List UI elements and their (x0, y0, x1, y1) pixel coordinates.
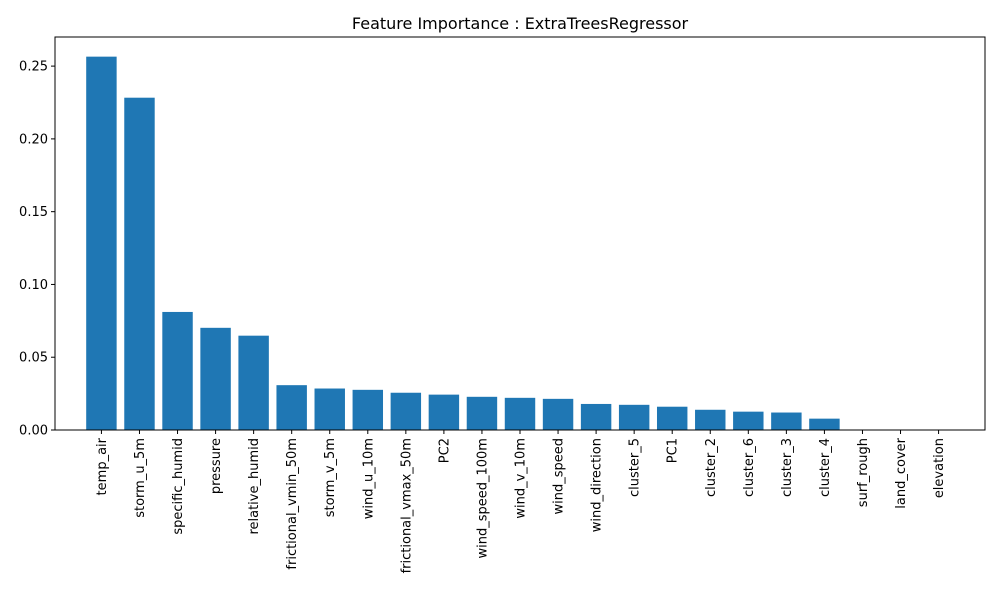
bar-PC2 (428, 394, 460, 430)
chart-title: Feature Importance : ExtraTreesRegressor (352, 14, 689, 33)
bars-layer (86, 56, 840, 431)
x-tick-label: wind_speed (552, 438, 567, 515)
y-tick-label: 0.00 (19, 424, 48, 439)
x-tick-label: relative_humid (247, 438, 262, 535)
y-tick-label: 0.15 (19, 205, 48, 220)
x-tick-label: storm_u_5m (133, 438, 148, 518)
x-tick-label: wind_speed_100m (475, 438, 490, 559)
bar-PC1 (656, 406, 688, 430)
bar-specific_humid (162, 311, 193, 430)
bar-cluster_2 (695, 409, 726, 430)
x-tick-label: wind_direction (590, 438, 605, 532)
x-tick-label: wind_v_10m (514, 438, 529, 519)
bar-storm_v_5m (314, 388, 345, 430)
bar-cluster_3 (771, 412, 802, 430)
bar-wind_speed_100m (466, 396, 498, 430)
x-tick-label: land_cover (894, 437, 909, 508)
x-tick-label: elevation (932, 438, 947, 498)
x-tick-label: cluster_2 (704, 438, 719, 497)
y-tick-label: 0.05 (19, 351, 48, 366)
x-tick-label: temp_air (95, 437, 110, 495)
x-axis: temp_air storm_u_5m specific_humid pressure… (95, 430, 947, 573)
bar-wind_speed (542, 398, 574, 430)
bar-wind_u_10m (352, 389, 384, 430)
x-tick-label: PC1 (666, 438, 681, 463)
bar-pressure (200, 327, 231, 430)
bar-temp_air (86, 56, 117, 431)
x-tick-label: PC2 (437, 438, 452, 463)
plot-frame (54, 36, 986, 431)
y-tick-label: 0.10 (19, 278, 48, 293)
bar-cluster_4 (809, 418, 840, 430)
bar-cluster_6 (733, 411, 764, 430)
bar-wind_v_10m (504, 397, 536, 430)
x-tick-label: cluster_3 (780, 438, 795, 497)
y-axis: 0.00 0.05 0.10 0.15 0.20 0.25 (19, 60, 55, 439)
bar-frictional_vmin_50m (276, 385, 307, 430)
x-tick-label: cluster_5 (628, 438, 643, 497)
bar-storm_u_5m (124, 97, 155, 430)
bar-frictional_vmax_50m (390, 392, 422, 430)
x-tick-label: frictional_vmin_50m (285, 438, 300, 570)
x-tick-label: cluster_6 (742, 438, 757, 497)
x-tick-label: cluster_4 (818, 438, 833, 497)
x-tick-label: frictional_vmax_50m (399, 438, 414, 573)
bar-wind_direction (580, 403, 612, 430)
x-tick-label: wind_u_10m (361, 438, 376, 519)
y-tick-label: 0.20 (19, 132, 48, 147)
bar-cluster_5 (618, 404, 650, 430)
x-tick-label: storm_v_5m (323, 438, 338, 517)
bar-relative_humid (238, 335, 269, 430)
x-tick-label: pressure (209, 438, 224, 494)
y-tick-label: 0.25 (19, 60, 48, 75)
x-tick-label: surf_rough (856, 438, 871, 507)
x-tick-label: specific_humid (171, 438, 186, 535)
